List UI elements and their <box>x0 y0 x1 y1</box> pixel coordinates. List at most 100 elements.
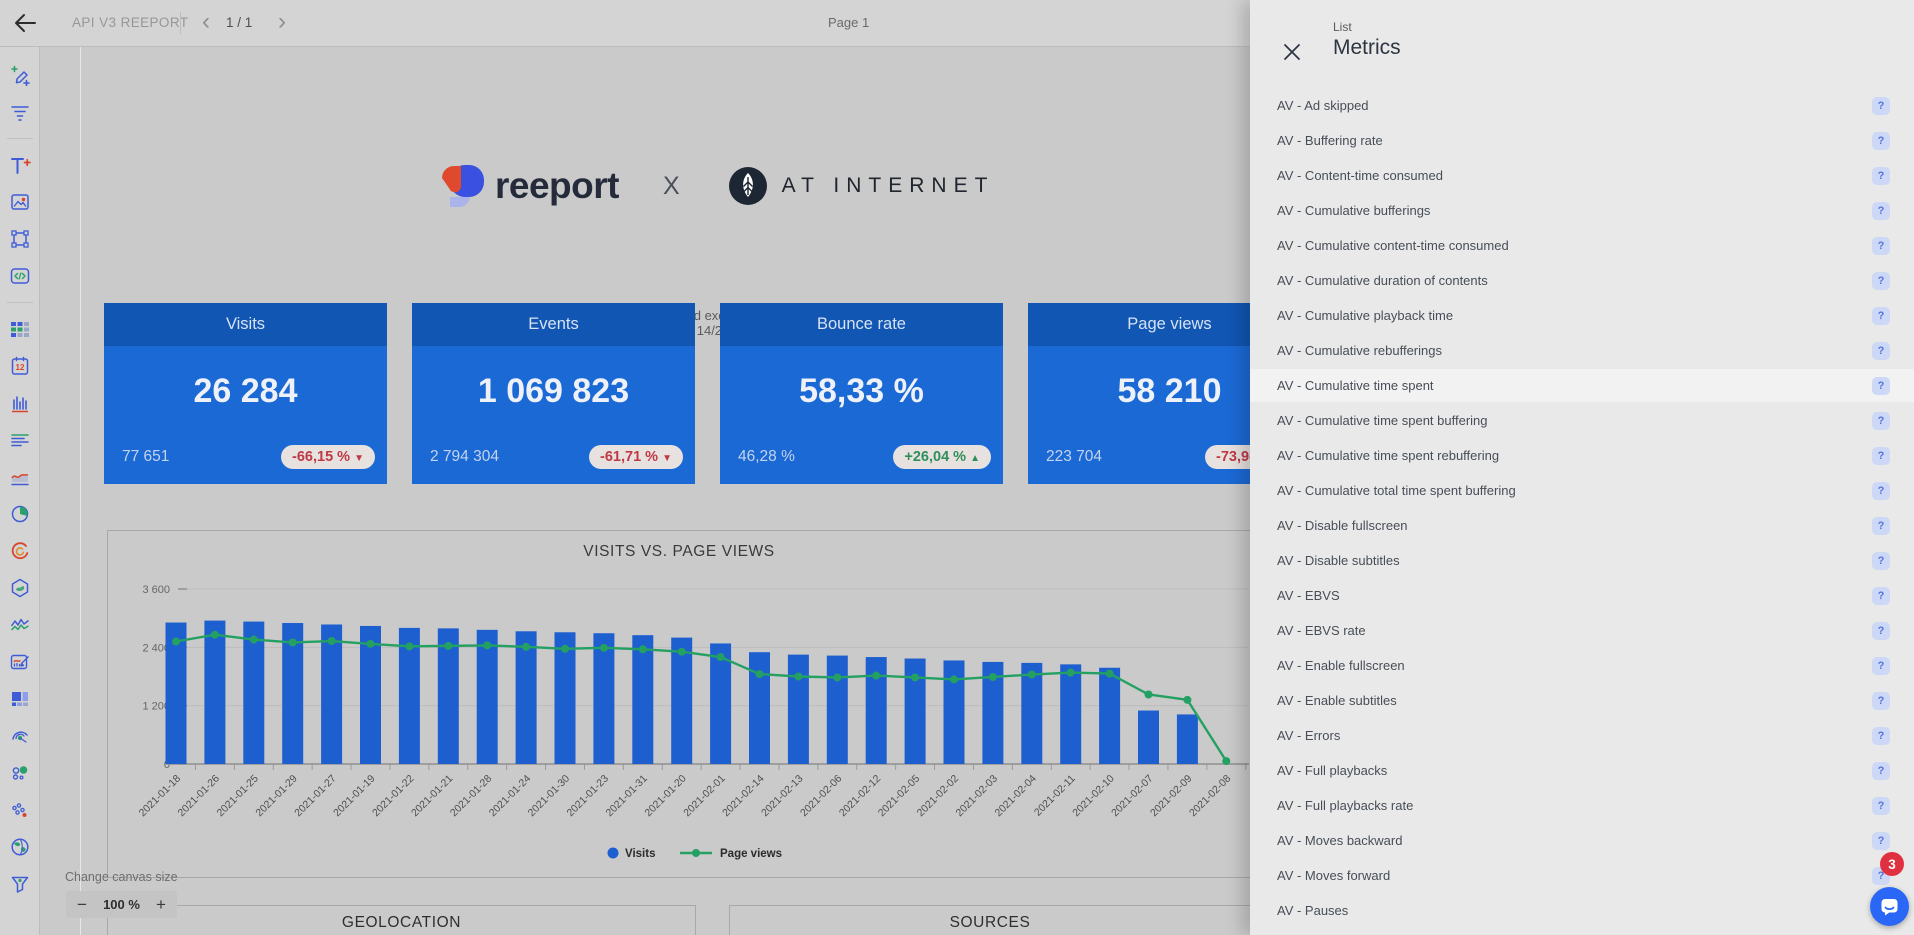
help-icon[interactable]: ? <box>1872 586 1890 605</box>
metric-list-item[interactable]: AV - Content-time consumed? <box>1250 158 1914 193</box>
scatter-icon[interactable] <box>9 799 31 821</box>
kpi-previous-value: 2 794 304 <box>430 448 499 465</box>
help-icon[interactable]: ? <box>1872 551 1890 570</box>
radar-icon[interactable] <box>9 725 31 747</box>
svg-text:2021-02-13: 2021-02-13 <box>759 773 806 820</box>
help-icon[interactable]: ? <box>1872 761 1890 780</box>
geolocation-section[interactable]: GEOLOCATION <box>107 905 696 935</box>
donut-chart-icon[interactable] <box>9 540 31 562</box>
kpi-card[interactable]: Events 1 069 823 2 794 304 -61,71 % ▼ <box>412 303 695 484</box>
page-indicator: 1 / 1 <box>226 15 253 30</box>
metric-list-item[interactable]: AV - Cumulative time spent? <box>1250 368 1914 403</box>
area-chart-icon[interactable] <box>9 466 31 488</box>
filter-icon[interactable] <box>9 101 31 123</box>
help-icon[interactable]: ? <box>1872 691 1890 710</box>
code-icon[interactable] <box>9 265 31 287</box>
metric-list-item[interactable]: AV - Cumulative content-time consumed? <box>1250 228 1914 263</box>
next-page-button[interactable]: › <box>278 8 286 35</box>
globe-icon[interactable] <box>9 836 31 858</box>
panel-kicker: List <box>1333 20 1352 34</box>
help-icon[interactable]: ? <box>1872 341 1890 360</box>
metric-list-item[interactable]: AV - Cumulative time spent rebuffering? <box>1250 438 1914 473</box>
pie-chart-icon[interactable] <box>9 503 31 525</box>
metric-item-label: AV - Cumulative time spent buffering <box>1277 413 1488 428</box>
metric-list-item[interactable]: AV - Cumulative playback time? <box>1250 298 1914 333</box>
sources-section[interactable]: SOURCES <box>729 905 1250 935</box>
svg-text:2021-02-03: 2021-02-03 <box>954 773 1001 820</box>
help-icon[interactable]: ? <box>1872 516 1890 535</box>
zoom-out-button[interactable]: − <box>66 891 98 918</box>
help-icon[interactable]: ? <box>1872 621 1890 640</box>
metric-list-item[interactable]: AV - EBVS rate? <box>1250 613 1914 648</box>
metric-list-item[interactable]: AV - Cumulative time spent buffering? <box>1250 403 1914 438</box>
help-icon[interactable]: ? <box>1872 656 1890 675</box>
funnel-icon[interactable] <box>9 873 31 895</box>
bubble-chart-icon[interactable] <box>9 762 31 784</box>
zoom-in-button[interactable]: + <box>145 891 177 918</box>
metric-list-item[interactable]: AV - Cumulative total time spent bufferi… <box>1250 473 1914 508</box>
metric-list-item[interactable]: AV - Full playbacks? <box>1250 753 1914 788</box>
back-button[interactable] <box>12 11 38 35</box>
kpi-card[interactable]: Page views 58 210 223 704 -73,98 % ▼ <box>1028 303 1250 484</box>
metric-list-item[interactable]: AV - Buffering rate? <box>1250 123 1914 158</box>
pencil-plus-icon[interactable] <box>9 64 31 86</box>
svg-text:3 600: 3 600 <box>142 584 170 596</box>
metric-list-item[interactable]: AV - Moves backward? <box>1250 823 1914 858</box>
metric-list-item[interactable]: AV - Disable subtitles? <box>1250 543 1914 578</box>
sparkline-icon[interactable] <box>9 614 31 636</box>
image-icon[interactable] <box>9 191 31 213</box>
metric-item-label: AV - Disable fullscreen <box>1277 518 1408 533</box>
frame-icon[interactable] <box>9 228 31 250</box>
bar-chart-icon[interactable] <box>9 392 31 414</box>
metric-list-item[interactable]: AV - EBVS? <box>1250 578 1914 613</box>
text-plus-icon[interactable] <box>9 154 31 176</box>
metric-list-item[interactable]: AV - Cumulative rebufferings? <box>1250 333 1914 368</box>
table-icon[interactable] <box>9 318 31 340</box>
report-tab[interactable]: API V3 REEPORT <box>72 15 189 30</box>
zoom-level: 100 % <box>103 897 140 912</box>
notification-badge[interactable]: 3 <box>1880 852 1904 876</box>
metric-list-item[interactable]: AV - Pauses? <box>1250 893 1914 928</box>
chat-button[interactable] <box>1870 887 1909 926</box>
kpi-value: 1 069 823 <box>477 372 630 410</box>
metric-list-item[interactable]: AV - Errors? <box>1250 718 1914 753</box>
help-icon[interactable]: ? <box>1872 446 1890 465</box>
kpi-card[interactable]: Visits 26 284 77 651 -66,15 % ▼ <box>104 303 387 484</box>
close-panel-button[interactable] <box>1282 42 1302 62</box>
help-icon[interactable]: ? <box>1872 411 1890 430</box>
metric-list-item[interactable]: AV - Cumulative duration of contents? <box>1250 263 1914 298</box>
help-icon[interactable]: ? <box>1872 236 1890 255</box>
metric-list-item[interactable]: AV - Disable fullscreen? <box>1250 508 1914 543</box>
hexagon-chart-icon[interactable] <box>9 577 31 599</box>
treemap-icon[interactable] <box>9 688 31 710</box>
metric-item-label: AV - Enable fullscreen <box>1277 658 1405 673</box>
metric-list-item[interactable]: AV - Ad skipped? <box>1250 88 1914 123</box>
metric-list-item[interactable]: AV - Cumulative bufferings? <box>1250 193 1914 228</box>
metric-list-item[interactable]: AV - Moves forward? <box>1250 858 1914 893</box>
calendar-icon[interactable]: 12 <box>9 355 31 377</box>
kpi-card[interactable]: Bounce rate 58,33 % 46,28 % +26,04 % ▲ <box>720 303 1003 484</box>
dashboard-canvas[interactable]: reeport X AT INTERNET This is an example… <box>40 46 1250 935</box>
prev-page-button[interactable]: ‹ <box>202 8 210 35</box>
metric-list-item[interactable]: AV - Enable fullscreen? <box>1250 648 1914 683</box>
help-icon[interactable]: ? <box>1872 271 1890 290</box>
help-icon[interactable]: ? <box>1872 481 1890 500</box>
chart-edit-icon[interactable] <box>9 651 31 673</box>
metric-item-label: AV - Moves forward <box>1277 868 1391 883</box>
help-icon[interactable]: ? <box>1872 831 1890 850</box>
horizontal-bars-icon[interactable] <box>9 429 31 451</box>
toolbar-divider <box>6 302 33 303</box>
help-icon[interactable]: ? <box>1872 201 1890 220</box>
help-icon[interactable]: ? <box>1872 96 1890 115</box>
metric-item-label: AV - Cumulative total time spent bufferi… <box>1277 483 1516 498</box>
metric-list-item[interactable]: AV - Full playbacks rate? <box>1250 788 1914 823</box>
help-icon[interactable]: ? <box>1872 726 1890 745</box>
close-icon <box>1284 44 1300 60</box>
metric-list-item[interactable]: AV - Enable subtitles? <box>1250 683 1914 718</box>
help-icon[interactable]: ? <box>1872 796 1890 815</box>
help-icon[interactable]: ? <box>1872 131 1890 150</box>
help-icon[interactable]: ? <box>1872 166 1890 185</box>
help-icon[interactable]: ? <box>1872 306 1890 325</box>
help-icon[interactable]: ? <box>1872 376 1890 395</box>
